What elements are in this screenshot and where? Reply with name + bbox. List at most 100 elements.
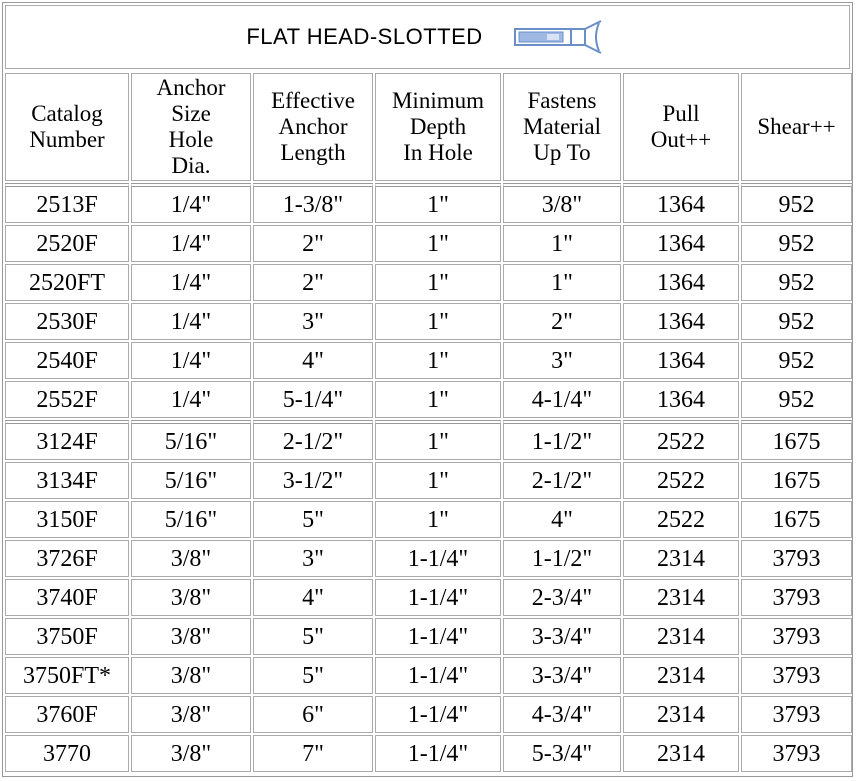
header-line: Anchor	[254, 114, 372, 140]
header-line: In Hole	[376, 140, 500, 166]
table-cell: 3150F	[5, 501, 129, 538]
table-cell: 1/4"	[131, 342, 251, 379]
table-cell: 2314	[623, 696, 739, 733]
table-cell: 2"	[253, 264, 373, 301]
table-cell: 3/8"	[131, 579, 251, 616]
table-cell: 2314	[623, 540, 739, 577]
header-line: Anchor	[132, 75, 250, 101]
table-frame: FLAT HEAD-SLOTTED CatalogNumberAnchorSiz…	[2, 2, 853, 777]
table-cell: 1-1/4"	[375, 618, 501, 655]
table-cell: 1/4"	[131, 303, 251, 340]
table-cell: 3-3/4"	[503, 618, 621, 655]
table-cell: 3750FT*	[5, 657, 129, 694]
table-cell: 6"	[253, 696, 373, 733]
table-cell: 1-3/8"	[253, 183, 373, 223]
table-cell: 3"	[503, 342, 621, 379]
table-cell: 1"	[375, 381, 501, 418]
table-cell: 1-1/4"	[375, 540, 501, 577]
table-cell: 1364	[623, 342, 739, 379]
table-cell: 2520F	[5, 225, 129, 262]
table-cell: 1-1/4"	[375, 579, 501, 616]
header-line: Dia.	[132, 153, 250, 179]
title: FLAT HEAD-SLOTTED	[246, 24, 482, 50]
table-cell: 3/8"	[131, 657, 251, 694]
table-cell: 2"	[253, 225, 373, 262]
table-cell: 1/4"	[131, 183, 251, 223]
table-cell: 3-3/4"	[503, 657, 621, 694]
header-line: Out++	[624, 127, 738, 153]
table-cell: 5/16"	[131, 462, 251, 499]
header-line: Length	[254, 140, 372, 166]
table-cell: 1"	[375, 501, 501, 538]
table-cell: 3793	[741, 618, 852, 655]
table-cell: 3/8"	[131, 696, 251, 733]
table-cell: 2-1/2"	[253, 420, 373, 460]
table-cell: 952	[741, 381, 852, 418]
table-cell: 4"	[503, 501, 621, 538]
table-cell: 3793	[741, 696, 852, 733]
table-cell: 1364	[623, 303, 739, 340]
column-header: Shear++	[741, 73, 852, 181]
table-cell: 3760F	[5, 696, 129, 733]
table-cell: 2522	[623, 462, 739, 499]
table-cell: 952	[741, 303, 852, 340]
table-cell: 5-1/4"	[253, 381, 373, 418]
table-cell: 1"	[503, 225, 621, 262]
header-line: Shear++	[742, 114, 851, 140]
table-cell: 5"	[253, 501, 373, 538]
table-cell: 1/4"	[131, 225, 251, 262]
table-cell: 3"	[253, 540, 373, 577]
header-line: Fastens	[504, 88, 620, 114]
anchor-icon	[513, 19, 609, 55]
header-line: Up To	[504, 140, 620, 166]
table-cell: 2540F	[5, 342, 129, 379]
table-cell: 1"	[375, 303, 501, 340]
table-cell: 3/8"	[503, 183, 621, 223]
table-cell: 2552F	[5, 381, 129, 418]
table-cell: 3750F	[5, 618, 129, 655]
table-cell: 2-3/4"	[503, 579, 621, 616]
table-cell: 952	[741, 225, 852, 262]
table-cell: 952	[741, 183, 852, 223]
table-cell: 952	[741, 342, 852, 379]
table-cell: 4"	[253, 579, 373, 616]
table-cell: 1"	[375, 264, 501, 301]
table-cell: 7"	[253, 735, 373, 772]
table-cell: 1-1/2"	[503, 420, 621, 460]
table-cell: 1675	[741, 501, 852, 538]
table-cell: 1364	[623, 264, 739, 301]
table-cell: 3-1/2"	[253, 462, 373, 499]
table-cell: 3793	[741, 735, 852, 772]
table-cell: 952	[741, 264, 852, 301]
table-cell: 2314	[623, 657, 739, 694]
table-cell: 3"	[253, 303, 373, 340]
table-cell: 1"	[375, 342, 501, 379]
table-cell: 5/16"	[131, 420, 251, 460]
table-cell: 1-1/2"	[503, 540, 621, 577]
table-cell: 2314	[623, 735, 739, 772]
table-cell: 3/8"	[131, 618, 251, 655]
table-cell: 3740F	[5, 579, 129, 616]
table-cell: 1-1/4"	[375, 696, 501, 733]
table-cell: 3726F	[5, 540, 129, 577]
table-cell: 2520FT	[5, 264, 129, 301]
table-cell: 2-1/2"	[503, 462, 621, 499]
